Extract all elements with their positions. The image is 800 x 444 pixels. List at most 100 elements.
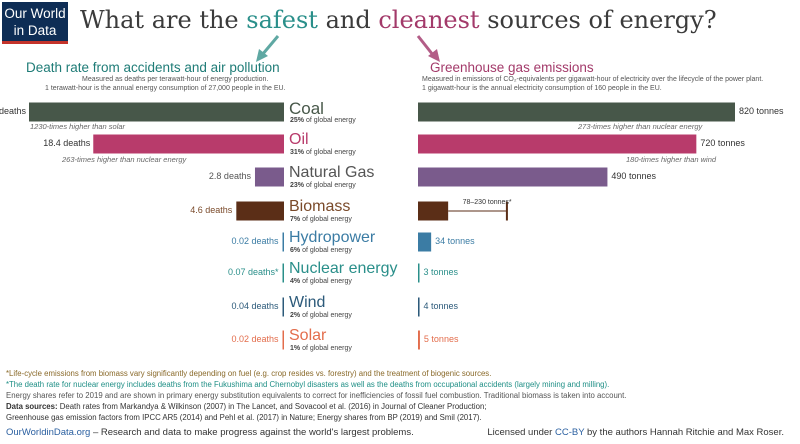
share-suffix-hydropower: of global energy bbox=[300, 247, 352, 254]
share-value-natural-gas: 23% bbox=[290, 182, 305, 189]
ghg-bar-oil bbox=[418, 134, 697, 154]
right-panel-title: Greenhouse gas emissions bbox=[430, 60, 594, 75]
source-share-natural-gas: 23% of global energy bbox=[290, 182, 356, 189]
share-suffix-coal: of global energy bbox=[304, 117, 356, 124]
share-value-hydropower: 6% bbox=[290, 247, 301, 254]
oil-deaths-note: 263-times higher than nuclear energy bbox=[62, 155, 187, 164]
ghg-bar-solar bbox=[418, 330, 420, 350]
page-title: What are the safest and cleanest sources… bbox=[80, 6, 717, 34]
ghg-value-coal: 820 tonnes bbox=[739, 106, 784, 116]
teal-arrow bbox=[256, 35, 280, 62]
ghg-bar-hydropower bbox=[418, 232, 432, 252]
ghg-bar-natural-gas bbox=[418, 167, 608, 187]
oil-ghg-note: 180-times higher than wind bbox=[626, 155, 717, 164]
license-link[interactable]: CC-BY bbox=[554, 427, 585, 438]
title-post: sources of energy? bbox=[479, 6, 717, 34]
footnote-energy-shares: Energy shares refer to 2019 and are show… bbox=[6, 391, 627, 400]
ghg-bar-coal bbox=[418, 102, 735, 122]
ghg-bar-biomass bbox=[418, 201, 449, 221]
share-value-solar: 1% bbox=[290, 345, 301, 352]
owid-logo[interactable]: Our World in Data bbox=[2, 2, 68, 44]
death-bar-wind bbox=[282, 297, 284, 317]
death-value-biomass: 4.6 deaths bbox=[190, 205, 233, 215]
ghg-bar-nuclear-energy bbox=[418, 263, 420, 283]
ghg-value-oil: 720 tonnes bbox=[700, 138, 745, 148]
ghg-value-hydropower: 34 tonnes bbox=[435, 236, 475, 246]
license-post: by the authors Hannah Ritchie and Max Ro… bbox=[584, 427, 784, 438]
left-panel-subtitle-1: Measured as deaths per terawatt-hour of … bbox=[82, 76, 269, 83]
source-share-solar: 1% of global energy bbox=[290, 345, 352, 352]
death-value-coal: 24.6 deaths bbox=[0, 106, 26, 116]
death-bar-natural-gas bbox=[254, 167, 284, 187]
data-sources-label: Data sources: bbox=[6, 402, 58, 411]
source-share-oil: 31% of global energy bbox=[290, 149, 356, 156]
ghg-value-biomass: 78–230 tonnes* bbox=[462, 199, 512, 206]
death-value-hydropower: 0.02 deaths bbox=[231, 236, 279, 246]
license-pre: Licensed under bbox=[487, 427, 555, 438]
death-bar-solar bbox=[282, 330, 284, 350]
share-suffix-nuclear-energy: of global energy bbox=[300, 278, 352, 285]
data-sources-text-1: Death rates from Markandya & Wilkinson (… bbox=[57, 402, 487, 411]
share-suffix-wind: of global energy bbox=[300, 312, 352, 319]
title-cleanest: cleanest bbox=[378, 6, 480, 34]
source-name-oil: Oil bbox=[289, 131, 309, 148]
share-suffix-oil: of global energy bbox=[304, 149, 356, 156]
logo-line1: Our World bbox=[4, 6, 66, 21]
ghg-bar-wind bbox=[418, 297, 420, 317]
death-value-nuclear-energy: 0.07 deaths* bbox=[227, 267, 279, 277]
coal-deaths-note: 1230-times higher than solar bbox=[30, 122, 126, 131]
ghg-value-nuclear-energy: 3 tonnes bbox=[423, 267, 459, 277]
share-suffix-natural-gas: of global energy bbox=[304, 182, 356, 189]
ghg-value-wind: 4 tonnes bbox=[423, 301, 459, 311]
source-share-coal: 25% of global energy bbox=[290, 117, 356, 124]
death-bar-biomass bbox=[236, 201, 284, 221]
death-value-wind: 0.04 deaths bbox=[231, 301, 279, 311]
ghg-value-solar: 5 tonnes bbox=[423, 334, 459, 344]
death-bar-nuclear-energy bbox=[282, 263, 284, 283]
site-link[interactable]: OurWorldinData.org bbox=[6, 427, 91, 438]
share-value-wind: 2% bbox=[290, 312, 301, 319]
share-value-coal: 25% bbox=[290, 117, 305, 124]
ghg-value-natural-gas: 490 tonnes bbox=[611, 171, 656, 181]
title-pre: What are the bbox=[80, 6, 247, 34]
coal-ghg-note: 273-times higher than nuclear energy bbox=[578, 122, 703, 131]
share-value-oil: 31% bbox=[290, 149, 305, 156]
data-sources: Data sources: Death rates from Markandya… bbox=[6, 402, 487, 411]
death-value-oil: 18.4 deaths bbox=[43, 138, 91, 148]
footnote-nuclear: *The death rate for nuclear energy inclu… bbox=[6, 380, 610, 389]
death-value-solar: 0.02 deaths bbox=[231, 334, 279, 344]
source-share-biomass: 7% of global energy bbox=[290, 216, 352, 223]
share-suffix-biomass: of global energy bbox=[300, 216, 352, 223]
source-share-hydropower: 6% of global energy bbox=[290, 247, 352, 254]
death-bar-oil bbox=[93, 134, 284, 154]
left-panel-subtitle-2: 1 terawatt-hour is the annual energy con… bbox=[45, 85, 286, 92]
share-suffix-solar: of global energy bbox=[300, 345, 352, 352]
source-name-hydropower: Hydropower bbox=[289, 229, 376, 246]
footer-credit: OurWorldinData.org – Research and data t… bbox=[6, 427, 414, 438]
share-value-biomass: 7% bbox=[290, 216, 301, 223]
source-name-coal: Coal bbox=[289, 99, 324, 118]
death-value-natural-gas: 2.8 deaths bbox=[208, 171, 251, 181]
right-panel-subtitle-2: 1 gigawatt-hour is the annual electricit… bbox=[422, 85, 662, 92]
source-name-solar: Solar bbox=[289, 327, 327, 344]
source-share-wind: 2% of global energy bbox=[290, 312, 352, 319]
license-line: Licensed under CC-BY by the authors Hann… bbox=[487, 427, 784, 438]
source-name-nuclear-energy: Nuclear energy bbox=[289, 260, 398, 277]
plum-arrow bbox=[416, 35, 440, 62]
footnote-biomass: *Life-cycle emissions from biomass vary … bbox=[6, 369, 492, 378]
title-safest: safest bbox=[246, 6, 318, 34]
right-panel-subtitle-1: Measured in emissions of CO₂-equivalents… bbox=[422, 76, 764, 83]
death-bar-coal bbox=[29, 102, 284, 122]
logo-line2: in Data bbox=[13, 23, 57, 38]
data-sources-text-2: Greenhouse gas emission factors from IPC… bbox=[6, 413, 482, 422]
share-value-nuclear-energy: 4% bbox=[290, 278, 301, 285]
source-name-natural-gas: Natural Gas bbox=[289, 164, 375, 181]
source-name-wind: Wind bbox=[289, 294, 326, 311]
death-bar-hydropower bbox=[282, 232, 284, 252]
source-share-nuclear-energy: 4% of global energy bbox=[290, 278, 352, 285]
left-panel-title: Death rate from accidents and air pollut… bbox=[26, 60, 280, 75]
title-and: and bbox=[317, 6, 379, 34]
